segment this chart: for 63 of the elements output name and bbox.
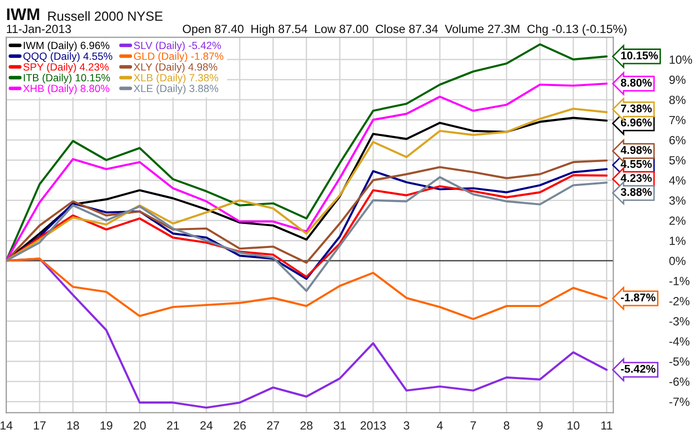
y-tick-label: -4% xyxy=(669,337,690,346)
x-tick-label: 14 xyxy=(0,421,12,430)
y-tick-label: 8% xyxy=(669,96,686,104)
legend-label: QQQ (Daily) 4.55% xyxy=(23,52,112,62)
y-tick-label: 9% xyxy=(669,76,686,84)
y-tick-label: -3% xyxy=(669,317,690,326)
x-tick-label: 9 xyxy=(537,421,543,430)
data-label: 3.88% xyxy=(620,188,652,196)
data-label: -5.42% xyxy=(620,364,656,373)
x-tick-label: 27 xyxy=(267,421,280,430)
line-series xyxy=(6,258,608,320)
legend-label: GLD (Daily) -1.87% xyxy=(134,52,224,62)
legend-label: XLY (Daily) 4.98% xyxy=(134,62,218,73)
x-tick-label: 26 xyxy=(234,421,246,430)
text: Open 87.40 High 87.54 Low 87.00 Close 87.34 Volume 27.3M Chg -0.13 (-0.15%) xyxy=(182,24,626,36)
data-label: 4.23% xyxy=(620,174,652,182)
y-tick-label: -2% xyxy=(669,296,690,306)
y-tick-label: -7% xyxy=(669,398,690,406)
data-label: 10.15% xyxy=(621,52,658,60)
x-tick-label: 10 xyxy=(568,421,580,430)
data-label: 6.96% xyxy=(620,118,652,126)
y-tick-label: 0% xyxy=(669,256,686,266)
legend-label: SLV (Daily) -5.42% xyxy=(134,41,221,52)
x-tick-label: 8 xyxy=(504,421,510,430)
y-tick-label: 7% xyxy=(669,116,686,124)
data-label: 7.38% xyxy=(621,104,652,112)
x-tick-label: 11 xyxy=(601,421,612,430)
x-tick-label: 24 xyxy=(200,421,213,430)
y-tick-label: -5% xyxy=(669,357,690,366)
x-tick-label: 2013 xyxy=(360,421,386,430)
text: 11-Jan-2013 xyxy=(6,24,71,34)
legend-label: SPY (Daily) 4.23% xyxy=(23,62,109,73)
data-label: 4.98% xyxy=(620,146,652,154)
legend-label: ITB (Daily) 10.15% xyxy=(24,74,110,84)
y-tick-label: 2% xyxy=(669,216,686,225)
x-tick-label: 20 xyxy=(134,421,146,430)
y-tick-label: -6% xyxy=(669,378,690,386)
x-tick-label: 3 xyxy=(404,421,410,430)
y-tick-label: 4% xyxy=(669,176,686,185)
x-tick-label: 19 xyxy=(100,421,112,430)
data-label: 8.80% xyxy=(620,78,652,87)
x-tick-label: 17 xyxy=(34,421,46,430)
chart-title: IWM xyxy=(7,8,40,20)
x-tick-label: 4 xyxy=(436,421,443,430)
x-tick-label: 21 xyxy=(167,421,180,430)
line-series xyxy=(6,159,608,264)
legend-label: IWM (Daily) 6.96% xyxy=(24,41,110,52)
y-tick-label: -1% xyxy=(669,276,690,286)
y-tick-label: 3% xyxy=(669,196,686,205)
y-tick-label: 1% xyxy=(670,236,686,245)
chart-subtitle: Russell 2000 NYSE xyxy=(48,11,162,21)
data-label: -1.87% xyxy=(620,293,656,302)
legend-label: XHB (Daily) 8.80% xyxy=(23,84,110,94)
x-tick-label: 18 xyxy=(67,421,79,430)
data-label: 4.55% xyxy=(620,160,652,168)
y-tick-label: 10% xyxy=(670,55,692,64)
x-tick-label: 28 xyxy=(300,421,312,430)
legend-label: XLB (Daily) 7.38% xyxy=(134,74,218,84)
x-tick-label: 31 xyxy=(334,421,346,430)
y-tick-label: 5% xyxy=(669,156,686,164)
x-tick-label: 7 xyxy=(470,421,476,430)
legend-label: XLE (Daily) 3.88% xyxy=(134,84,218,94)
y-tick-label: 6% xyxy=(669,136,686,144)
